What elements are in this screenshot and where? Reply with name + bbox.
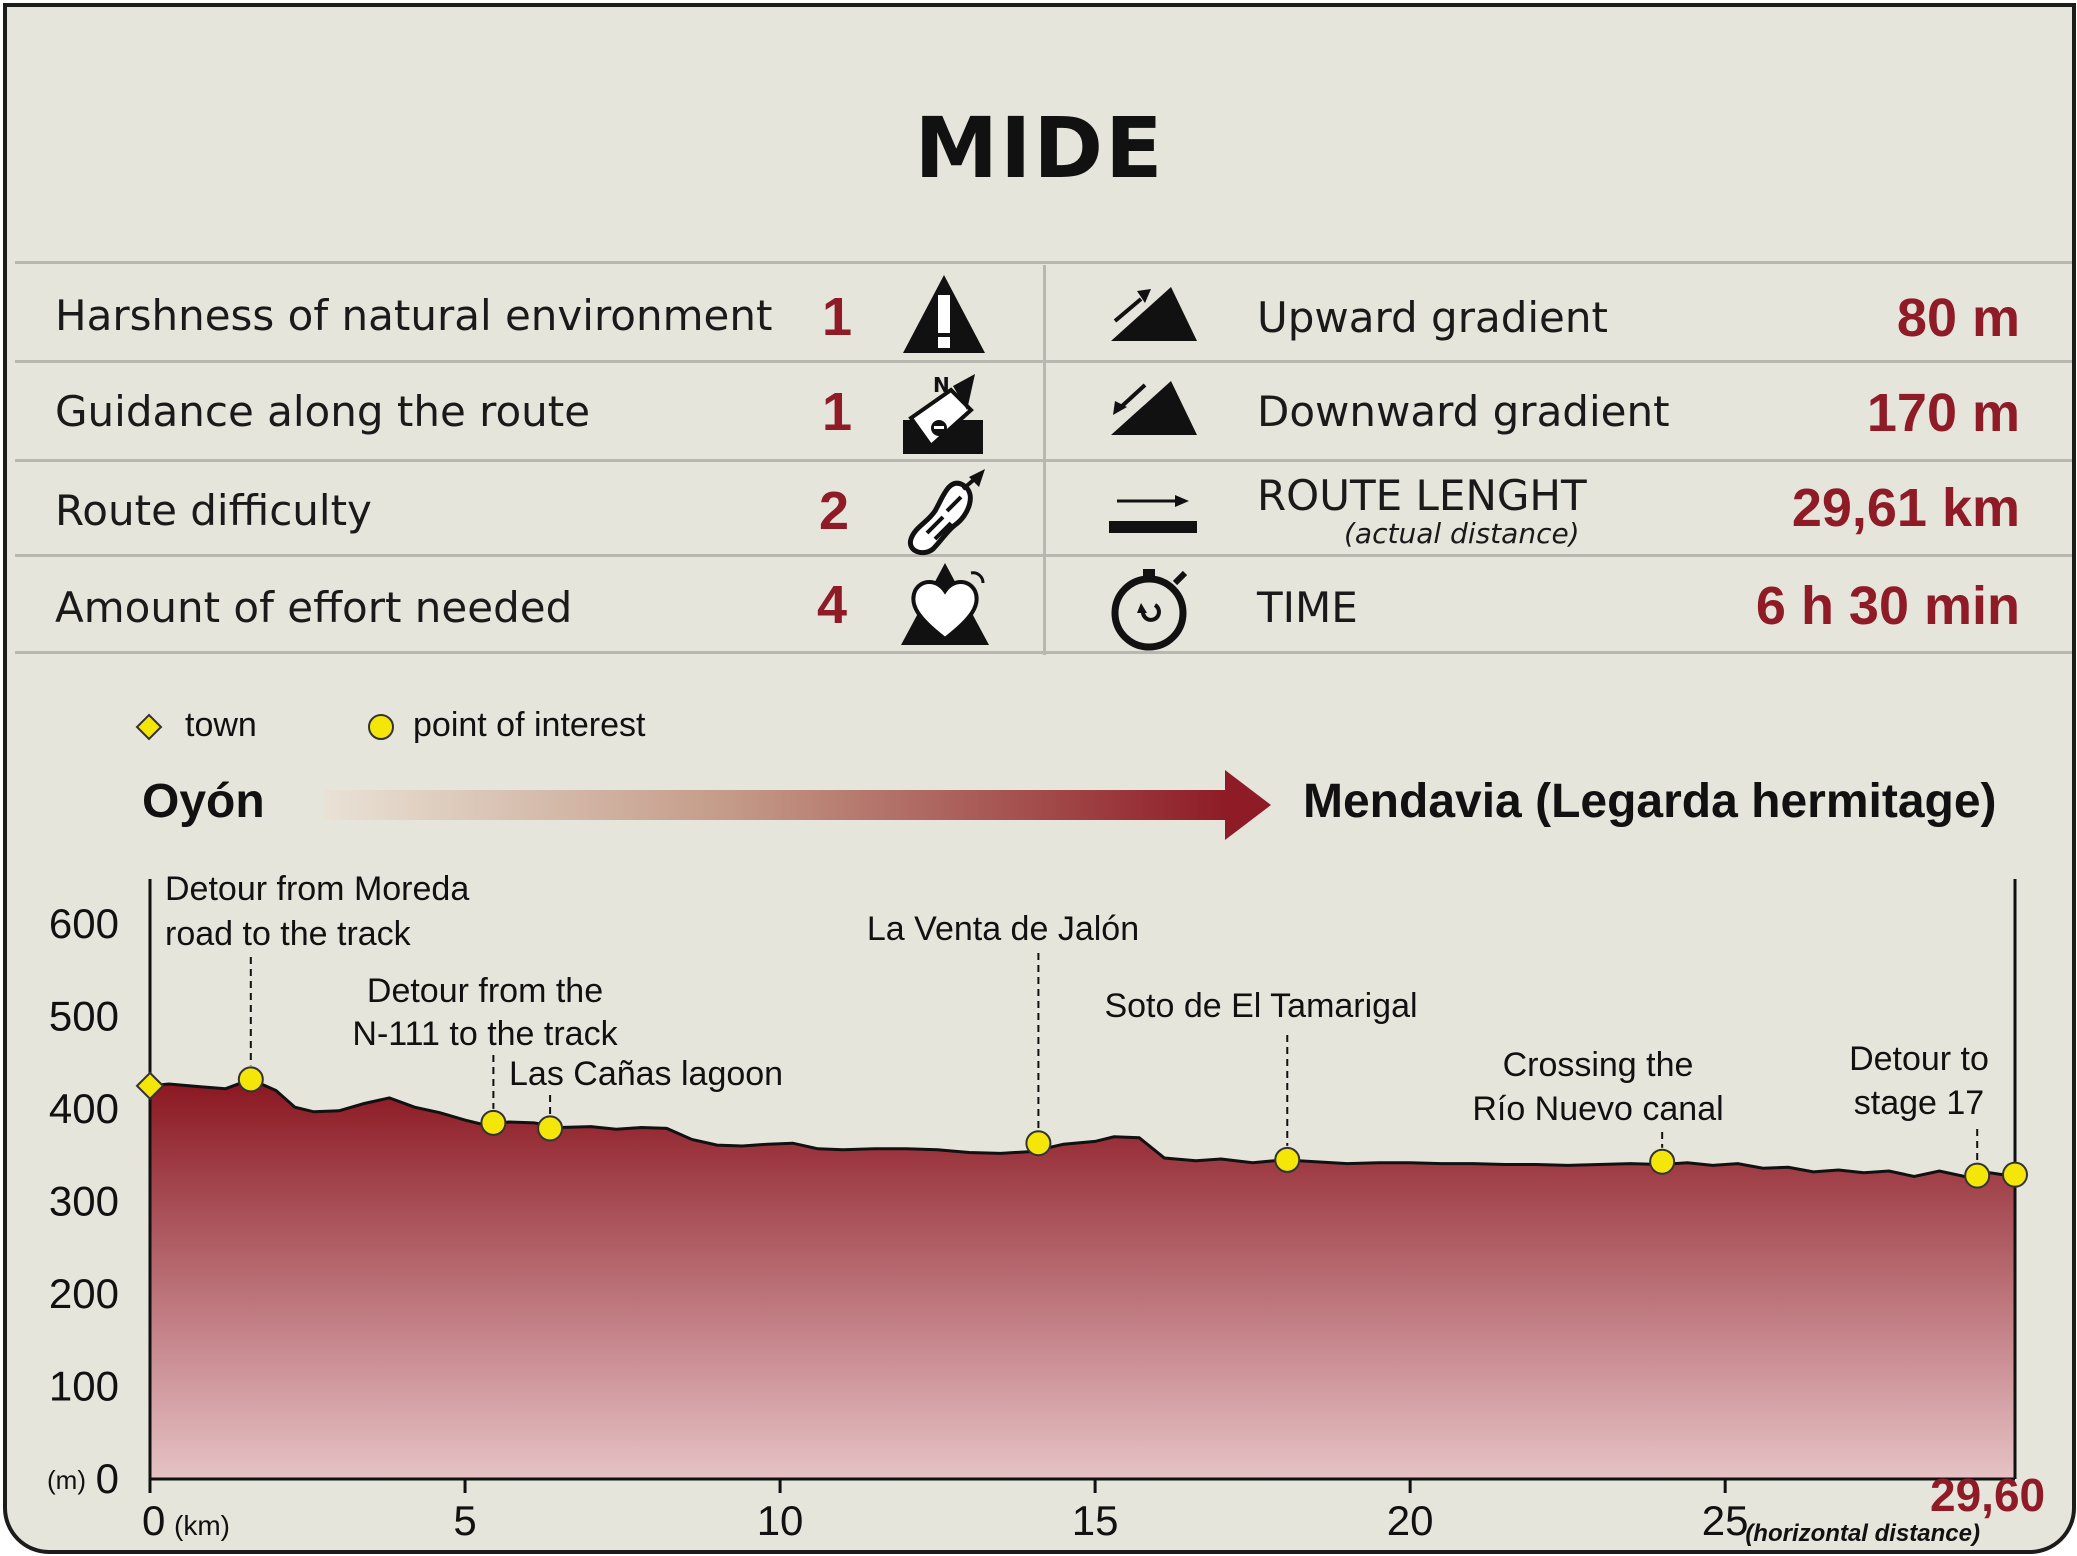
poi-label: Detour to xyxy=(1849,1040,1989,1078)
effort-label: Amount of effort needed xyxy=(55,583,573,632)
direction-arrow-shaft xyxy=(323,790,1229,820)
uphill-icon xyxy=(1111,287,1197,341)
poi-marker xyxy=(2002,1161,2028,1188)
poi-label: Detour from Moreda xyxy=(165,870,469,908)
poi-marker xyxy=(480,1109,507,1136)
page-title: MIDE xyxy=(914,99,1165,197)
poi-label: Río Nuevo canal xyxy=(1472,1090,1723,1128)
x-tick-label: 5 xyxy=(453,1497,476,1544)
poi-label: Crossing the xyxy=(1503,1046,1694,1084)
x-tick-label: 20 xyxy=(1387,1497,1434,1544)
y-tick-label: 500 xyxy=(49,993,119,1040)
y-tick-label: 0 xyxy=(96,1455,119,1502)
harshness-label: Harshness of natural environment xyxy=(55,291,773,340)
route-length-label: ROUTE LENGHT xyxy=(1257,471,1587,520)
downhill-icon xyxy=(1111,381,1197,435)
stopwatch-icon xyxy=(1111,569,1188,651)
route-length-value: 29,61 km xyxy=(1791,478,2020,538)
guidance-value: 1 xyxy=(822,382,853,442)
downward-gradient-label: Downward gradient xyxy=(1257,387,1670,436)
poi-marker xyxy=(1274,1146,1301,1173)
upward-gradient-value: 80 m xyxy=(1896,288,2020,348)
column-divider xyxy=(1043,265,1046,655)
poi-marker xyxy=(1964,1162,1991,1189)
end-distance-label: 29,60 xyxy=(1930,1469,2045,1521)
elevation-profile-chart: town point of interest Oyón Mendavia (Le… xyxy=(47,706,2045,1547)
x-axis-unit: (km) xyxy=(174,1510,230,1541)
svg-text:N: N xyxy=(933,373,950,397)
difficulty-label: Route difficulty xyxy=(55,486,372,535)
poi-label: stage 17 xyxy=(1854,1084,1984,1122)
legend-town-icon xyxy=(135,713,163,741)
time-value: 6 h 30 min xyxy=(1755,576,2020,636)
end-distance-note: (horizontal distance) xyxy=(1745,1520,1980,1547)
downward-gradient-value: 170 m xyxy=(1866,383,2020,443)
time-label: TIME xyxy=(1257,583,1358,632)
elevation-area xyxy=(150,1079,2015,1479)
divider xyxy=(15,261,2072,264)
poi-label: road to the track xyxy=(165,915,412,953)
upward-gradient-label: Upward gradient xyxy=(1257,293,1608,342)
y-axis-unit: (m) xyxy=(47,1465,86,1495)
mide-card: MIDE Harshness of natural environment 1 … xyxy=(3,3,2076,1554)
y-tick-label: 100 xyxy=(49,1363,119,1410)
poi-label: La Venta de Jalón xyxy=(867,910,1139,948)
route-length-sublabel: (actual distance) xyxy=(1344,517,1580,550)
poi-marker xyxy=(1025,1130,1052,1157)
legend-poi-icon xyxy=(368,714,394,740)
footprint-icon xyxy=(907,469,985,556)
poi-label: Soto de El Tamarigal xyxy=(1104,987,1417,1025)
town-marker xyxy=(135,1071,165,1101)
x-tick-label: 25 xyxy=(1702,1497,1749,1544)
legend-town-label: town xyxy=(185,706,257,744)
warning-icon xyxy=(903,275,985,353)
x-tick-label: 10 xyxy=(757,1497,804,1544)
route-start: Oyón xyxy=(142,775,265,828)
compass-signpost-icon: N xyxy=(903,373,983,454)
y-tick-label: 400 xyxy=(49,1085,119,1132)
difficulty-value: 2 xyxy=(819,481,850,541)
x-tick-label: 0 xyxy=(142,1497,165,1544)
poi-label: Detour from the xyxy=(367,972,603,1010)
poi-marker xyxy=(1649,1148,1676,1175)
y-tick-label: 200 xyxy=(49,1270,119,1317)
y-tick-label: 300 xyxy=(49,1178,119,1225)
poi-marker xyxy=(237,1066,264,1093)
poi-label: N-111 to the track xyxy=(352,1015,618,1053)
x-tick-label: 15 xyxy=(1072,1497,1119,1544)
route-end: Mendavia (Legarda hermitage) xyxy=(1303,775,1997,828)
harshness-value: 1 xyxy=(822,287,853,347)
guidance-label: Guidance along the route xyxy=(55,387,591,436)
distance-arrow-icon xyxy=(1109,495,1197,533)
legend-poi-label: point of interest xyxy=(413,706,646,744)
direction-arrow-head xyxy=(1225,770,1271,840)
effort-value: 4 xyxy=(817,575,848,635)
poi-marker xyxy=(537,1115,564,1142)
heart-effort-icon xyxy=(901,563,989,645)
y-tick-label: 600 xyxy=(49,900,119,947)
poi-label: Las Cañas lagoon xyxy=(509,1055,783,1093)
